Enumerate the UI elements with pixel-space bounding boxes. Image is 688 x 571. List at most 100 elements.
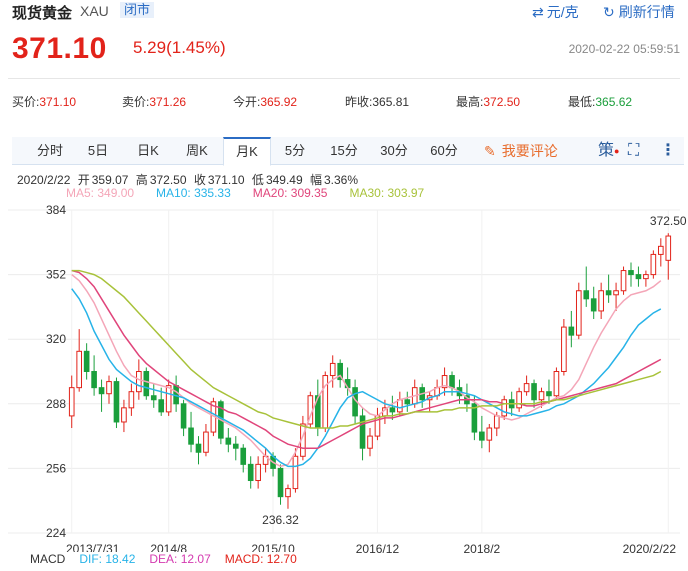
x-tick-label: 2016/12 [356,542,400,556]
candle-body [397,399,403,413]
candle-body [180,403,187,429]
macd-dea: DEA: 12.07 [149,552,211,566]
quote-value: 371.26 [149,95,187,109]
ohlc-close-label: 收 [193,173,206,187]
ohlc-high-label: 高 [135,173,148,187]
quote-label: 买价: [12,95,40,109]
candle-body [389,407,396,413]
candle-body [575,290,582,336]
candle-body [546,391,552,397]
candle-body [471,403,478,433]
ohlc-date: 2020/2/22 [17,173,71,187]
instrument-symbol: XAU [80,3,109,19]
tab-intraday[interactable]: 分时 [36,143,63,158]
ohlc-readout: 2020/2/22 开 359.07 高 372.50 收 371.10 低 349.4… [17,171,362,188]
candle-body [113,381,120,423]
tab-5min[interactable]: 5分 [284,143,306,158]
candle-body [329,362,336,377]
ohlc-low-label: 低 [251,173,264,187]
candle-body [628,270,634,276]
candle-body [68,387,75,417]
ma30-label: MA30: 303.97 [349,186,425,200]
ma20-label: MA20: 309.35 [252,186,328,200]
quote-value: 365.81 [372,95,410,109]
ma5-line [71,274,662,468]
strategy-button[interactable]: 策● [598,137,619,165]
candle-body [232,443,239,449]
ohlc-amplitude: 3.36% [324,173,359,187]
y-tick-label: 288 [46,397,66,411]
x-tick-label: 2020/2/22 [623,542,677,556]
ma-legend: MA5: 349.00 MA10: 335.33 MA20: 309.35 MA30:… [66,186,446,200]
comment-label: 我要评论 [501,143,558,159]
candle-body [136,371,142,393]
candle-body [158,399,165,413]
candle-body [598,290,604,312]
tab-60min[interactable]: 60分 [430,143,458,158]
header-bar: 现货黄金 XAU 闭市 ⇄ 元/克 ↻ 刷新行情 [0,0,688,22]
candle-body [538,391,545,401]
notification-dot-icon: ● [614,146,620,156]
quote-label: 最低: [568,95,596,109]
tab-monthly-k[interactable]: 月K [223,137,271,166]
strategy-label: 策 [598,142,615,159]
candle-body [150,395,157,401]
candle-body [195,443,202,453]
ohlc-low: 349.49 [265,173,303,187]
tab-5day[interactable]: 5日 [87,143,109,158]
fullscreen-icon[interactable]: ⛶ [628,142,640,159]
y-tick-label: 320 [46,332,66,346]
macd-value: MACD: 12.70 [224,552,297,566]
candle-body [531,383,537,401]
candle-body [583,290,590,300]
last-price: 371.10 [12,32,107,65]
candle-body [493,415,500,429]
candle-body [106,381,112,395]
quote-value: 365.62 [595,95,633,109]
ma20-line [71,269,662,449]
candle-body [523,383,530,393]
quote-value: 365.92 [260,95,298,109]
divider [8,78,680,79]
candle-body [561,326,567,372]
ohlc-open-label: 开 [77,173,90,187]
candle-body [367,435,373,449]
candle-body [98,387,105,395]
comment-button[interactable]: ✎ 我要评论 [484,137,558,165]
quote-label: 最高: [456,95,484,109]
tab-15min[interactable]: 15分 [330,143,358,158]
refresh-button[interactable]: ↻ 刷新行情 [603,2,675,22]
quote-timestamp: 2020-02-22 05:59:51 [568,42,680,56]
candle-body [285,488,291,498]
candle-body [658,245,664,255]
ohlc-amp-label: 幅 [309,173,322,187]
macd-dif: DIF: 18.42 [79,552,136,566]
candle-body [516,391,522,409]
candle-body [83,350,90,372]
candle-body [128,391,135,409]
tab-daily-k[interactable]: 日K [137,143,159,158]
unit-label: 元/克 [546,4,579,20]
quote-prev-close: 昨收:365.81 [345,93,409,110]
candle-body [277,467,284,498]
candle-body [635,274,642,280]
tab-weekly-k[interactable]: 周K [186,143,208,158]
price-change: 5.29(1.45%) [133,38,226,57]
candle-body [165,385,172,413]
candle-body [479,431,485,441]
refresh-label: 刷新行情 [618,4,675,20]
candle-body [121,407,127,423]
tab-30min[interactable]: 30分 [380,143,408,158]
price-annotation: 236.32 [262,513,299,527]
unit-switch-button[interactable]: ⇄ 元/克 [532,2,579,22]
candle-body [247,463,254,482]
candle-body [255,463,261,482]
edit-icon: ✎ [484,143,496,159]
more-menu-icon[interactable]: ⋮ [660,142,676,159]
candle-body [665,235,672,261]
candle-body [359,415,366,449]
candle-body [143,371,150,397]
ohlc-high: 372.50 [149,173,187,187]
candle-body [486,427,493,441]
